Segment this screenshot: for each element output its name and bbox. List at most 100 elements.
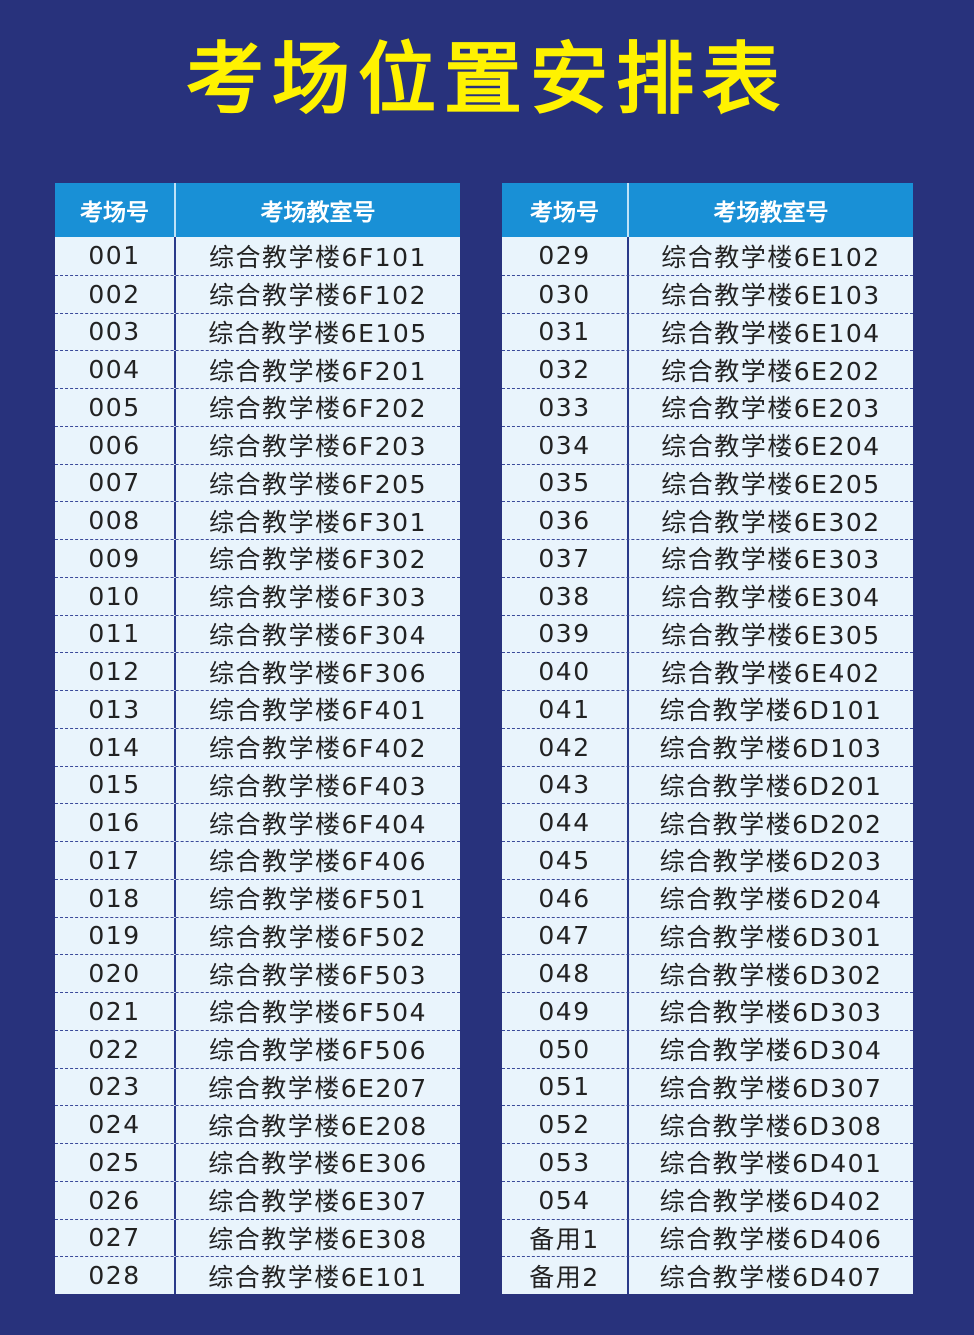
classroom-cell: 综合教学楼6F302 xyxy=(208,545,427,575)
classroom-cell: 综合教学楼6D201 xyxy=(659,771,883,801)
table-row: 007 综合教学楼6F205 xyxy=(55,463,460,502)
table-row: 047 综合教学楼6D301 xyxy=(502,916,913,955)
classroom-cell: 综合教学楼6F201 xyxy=(208,356,427,386)
exam-number-cell: 053 xyxy=(502,1144,629,1181)
classroom-cell: 综合教学楼6F401 xyxy=(208,696,427,726)
exam-number-cell: 052 xyxy=(502,1106,629,1143)
classroom-cell: 综合教学楼6D301 xyxy=(659,922,883,952)
table-row: 015 综合教学楼6F403 xyxy=(55,765,460,804)
exam-number-cell: 037 xyxy=(502,540,629,577)
exam-room-table-right: 考场号 考场教室号 029 综合教学楼6E102 030 综合教学楼6E103 031 综… xyxy=(502,183,913,1294)
classroom-cell: 综合教学楼6E101 xyxy=(208,1262,428,1292)
classroom-cell: 综合教学楼6E102 xyxy=(661,242,881,272)
table-row: 001 综合教学楼6F101 xyxy=(55,237,460,275)
classroom-cell: 综合教学楼6E303 xyxy=(661,545,881,575)
table-row: 019 综合教学楼6F502 xyxy=(55,916,460,955)
exam-number-cell: 036 xyxy=(502,502,629,539)
exam-number-cell: 016 xyxy=(55,804,176,841)
table-row: 024 综合教学楼6E208 xyxy=(55,1105,460,1143)
table-row: 033 综合教学楼6E203 xyxy=(502,388,913,426)
classroom-cell: 综合教学楼6D307 xyxy=(659,1073,883,1103)
exam-number-cell: 047 xyxy=(502,917,629,955)
table-row: 042 综合教学楼6D103 xyxy=(502,727,913,766)
exam-number-cell: 026 xyxy=(55,1181,176,1219)
classroom-cell: 综合教学楼6F203 xyxy=(208,432,427,462)
table-row: 023 综合教学楼6E207 xyxy=(55,1067,460,1106)
classroom-cell: 综合教学楼6D304 xyxy=(659,1036,883,1066)
classroom-cell: 综合教学楼6F503 xyxy=(208,960,427,990)
exam-number-cell: 028 xyxy=(55,1257,176,1294)
table-row: 018 综合教学楼6F501 xyxy=(55,878,460,917)
exam-number-cell: 004 xyxy=(55,351,176,388)
exam-number-cell: 051 xyxy=(502,1068,629,1106)
classroom-cell: 综合教学楼6E304 xyxy=(661,583,881,613)
table-row: 049 综合教学楼6D303 xyxy=(502,992,913,1030)
table-row: 037 综合教学楼6E303 xyxy=(502,539,913,577)
classroom-cell: 综合教学楼6E308 xyxy=(208,1224,428,1254)
table-row: 017 综合教学楼6F406 xyxy=(55,841,460,879)
table-row: 053 综合教学楼6D401 xyxy=(502,1143,913,1181)
table-row: 054 综合教学楼6D402 xyxy=(502,1180,913,1219)
table-row: 030 综合教学楼6E103 xyxy=(502,274,913,313)
table-header: 考场号 考场教室号 xyxy=(55,183,460,237)
table-row: 025 综合教学楼6E306 xyxy=(55,1143,460,1181)
classroom-cell: 综合教学楼6D101 xyxy=(659,696,883,726)
classroom-cell: 综合教学楼6D303 xyxy=(659,998,883,1028)
table-row: 006 综合教学楼6F203 xyxy=(55,425,460,464)
table-row: 008 综合教学楼6F301 xyxy=(55,501,460,539)
table-row: 009 综合教学楼6F302 xyxy=(55,539,460,577)
classroom-cell: 综合教学楼6F306 xyxy=(208,658,427,688)
exam-number-cell: 040 xyxy=(502,653,629,690)
table-row: 022 综合教学楼6F506 xyxy=(55,1029,460,1068)
table-row: 040 综合教学楼6E402 xyxy=(502,652,913,690)
exam-room-table-left: 考场号 考场教室号 001 综合教学楼6F101 002 综合教学楼6F102 003 综… xyxy=(55,183,460,1294)
classroom-cell: 综合教学楼6E204 xyxy=(661,432,881,462)
classroom-cell: 综合教学楼6F506 xyxy=(208,1036,427,1066)
exam-number-cell: 013 xyxy=(55,691,176,728)
exam-number-cell: 042 xyxy=(502,728,629,766)
header-exam-number: 考场号 xyxy=(55,183,176,237)
exam-number-cell: 054 xyxy=(502,1181,629,1219)
exam-number-cell: 044 xyxy=(502,804,629,841)
exam-number-cell: 019 xyxy=(55,917,176,955)
classroom-cell: 综合教学楼6D402 xyxy=(659,1187,883,1217)
classroom-cell: 综合教学楼6F402 xyxy=(208,734,427,764)
classroom-cell: 综合教学楼6D302 xyxy=(659,960,883,990)
classroom-cell: 综合教学楼6D308 xyxy=(659,1111,883,1141)
exam-number-cell: 025 xyxy=(55,1144,176,1181)
table-row: 005 综合教学楼6F202 xyxy=(55,388,460,426)
table-row: 027 综合教学楼6E308 xyxy=(55,1218,460,1257)
table-row: 004 综合教学楼6F201 xyxy=(55,350,460,388)
table-row: 031 综合教学楼6E104 xyxy=(502,312,913,351)
page-title: 考场位置安排表 xyxy=(185,35,788,125)
header-classroom: 考场教室号 xyxy=(713,200,829,226)
table-row: 备用2 综合教学楼6D407 xyxy=(502,1256,913,1294)
classroom-cell: 综合教学楼6D103 xyxy=(659,734,883,764)
classroom-cell: 综合教学楼6E402 xyxy=(661,658,881,688)
exam-number-cell: 038 xyxy=(502,577,629,615)
table-row: 038 综合教学楼6E304 xyxy=(502,576,913,615)
classroom-cell: 综合教学楼6E307 xyxy=(208,1187,428,1217)
table-row: 026 综合教学楼6E307 xyxy=(55,1180,460,1219)
classroom-cell: 综合教学楼6F205 xyxy=(208,469,427,499)
exam-number-cell: 035 xyxy=(502,464,629,502)
table-row: 029 综合教学楼6E102 xyxy=(502,237,913,275)
classroom-cell: 综合教学楼6E104 xyxy=(661,318,881,348)
exam-number-cell: 003 xyxy=(55,313,176,351)
table-row: 003 综合教学楼6E105 xyxy=(55,312,460,351)
exam-number-cell: 034 xyxy=(502,426,629,464)
exam-number-cell: 018 xyxy=(55,879,176,917)
classroom-cell: 综合教学楼6D407 xyxy=(659,1262,883,1292)
exam-number-cell: 009 xyxy=(55,540,176,577)
exam-number-cell: 030 xyxy=(502,275,629,313)
exam-number-cell: 005 xyxy=(55,389,176,426)
table-row: 备用1 综合教学楼6D406 xyxy=(502,1218,913,1257)
classroom-cell: 综合教学楼6F403 xyxy=(208,771,427,801)
table-row: 039 综合教学楼6E305 xyxy=(502,614,913,653)
table-row: 014 综合教学楼6F402 xyxy=(55,727,460,766)
classroom-cell: 综合教学楼6E207 xyxy=(208,1073,428,1103)
table-row: 048 综合教学楼6D302 xyxy=(502,954,913,992)
exam-number-cell: 039 xyxy=(502,615,629,653)
classroom-cell: 综合教学楼6E305 xyxy=(661,620,881,650)
table-row: 010 综合教学楼6F303 xyxy=(55,576,460,615)
